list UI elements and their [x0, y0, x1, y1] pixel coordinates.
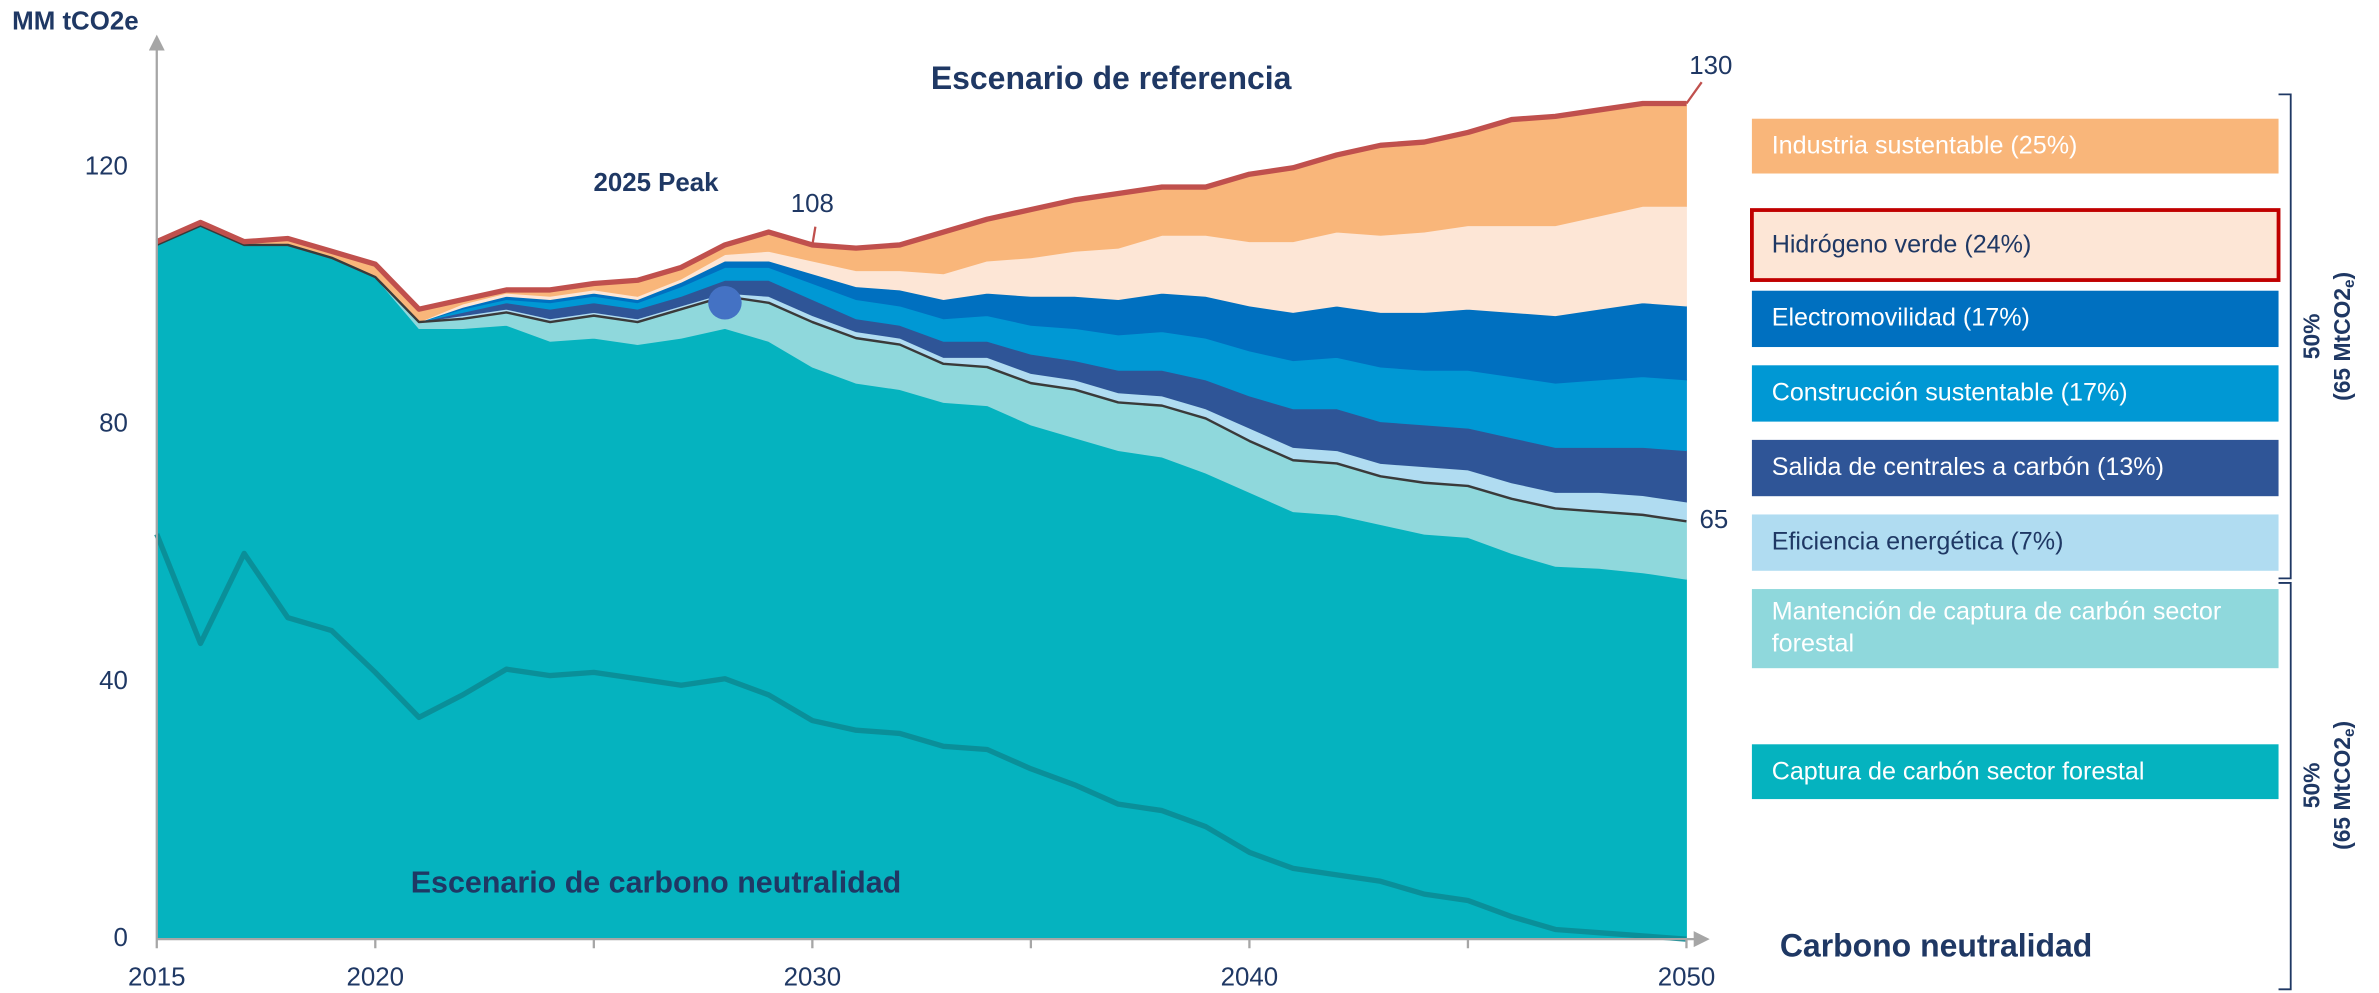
- peak-marker: [708, 286, 742, 320]
- legend-swatch: [1750, 208, 2281, 282]
- bracket-pct: 50%: [2299, 763, 2325, 809]
- legend-swatch: [1751, 744, 2279, 800]
- annotation-leader: [1685, 81, 1703, 105]
- legend-label: Hidrógeno verde (24%): [1771, 230, 2032, 258]
- legend-label: Captura de carbón sector forestal: [1771, 757, 2145, 785]
- series-line: [155, 100, 1687, 312]
- legend-item: Mantención de captura de carbón sector f…: [1771, 598, 2222, 658]
- legend-label: Industria sustentable (25%): [1771, 131, 2078, 160]
- x-tick-label: 2050: [1658, 964, 1716, 992]
- plot-area: [154, 100, 1687, 942]
- bracket-amount-sub: e: [2341, 279, 2358, 287]
- bracket-amount: (65 MtCO2e): [2329, 721, 2358, 850]
- chart-title: Escenario de referencia: [931, 60, 1292, 96]
- legend-swatch: [1751, 118, 2279, 174]
- bracket-pct: 50%: [2299, 314, 2325, 360]
- bracket: [2278, 582, 2292, 991]
- legend-item: Industria sustentable (25%): [1771, 131, 2078, 160]
- legend-swatch: [1751, 514, 2279, 571]
- legend-label: Mantención de captura de carbón sector f…: [1771, 598, 2222, 658]
- y-tick-label: 0: [113, 924, 127, 952]
- legend-item: Construcción sustentable (17%): [1771, 378, 2128, 407]
- legend-label: Salida de centrales a carbón (13%): [1771, 453, 2164, 481]
- y-axis-label: MM tCO2e: [12, 8, 138, 36]
- legend-label: Construcción sustentable (17%): [1771, 378, 2128, 407]
- y-tick-label: 40: [99, 667, 128, 695]
- legend-swatch: [1751, 589, 2279, 669]
- annotation: 130: [1689, 52, 1732, 80]
- annotation-leader: [811, 226, 817, 246]
- x-tick-label: 2015: [128, 964, 186, 992]
- end-label: Carbono neutralidad: [1780, 928, 2092, 964]
- legend-item: Captura de carbón sector forestal: [1771, 757, 2145, 785]
- legend-swatch: [1751, 365, 2279, 422]
- bracket-amount: (65 MtCO2e): [2329, 272, 2358, 401]
- legend-item: Electromovilidad (17%): [1771, 304, 2030, 332]
- annotation: 108: [791, 190, 834, 218]
- x-tick-label: 2040: [1221, 964, 1279, 992]
- x-tick-label: 2030: [784, 964, 842, 992]
- legend-item: Eficiencia energética (7%): [1771, 528, 2064, 556]
- legend-swatch: [1751, 439, 2279, 497]
- y-tick-label: 80: [99, 410, 128, 438]
- annotation: 65: [1699, 506, 1728, 534]
- bracket: [2278, 93, 2292, 580]
- bracket-amount-close: ): [2329, 721, 2355, 729]
- y-tick-label: 120: [85, 153, 128, 181]
- series-line: [154, 533, 1687, 942]
- x-tick-label: 2020: [347, 964, 405, 992]
- bracket-amount-sub: e: [2341, 729, 2358, 737]
- legend: Industria sustentable (25%) Hidrógeno ver…: [1750, 118, 2281, 800]
- legend-item: Salida de centrales a carbón (13%): [1771, 453, 2164, 481]
- legend-item: Hidrógeno verde (24%): [1771, 230, 2032, 258]
- legend-label: Electromovilidad (17%): [1771, 304, 2030, 332]
- peak-label: 2025 Peak: [593, 169, 719, 197]
- bracket-label: 50% (65 MtCO2e): [2299, 721, 2359, 850]
- bracket-amount-close: ): [2329, 272, 2355, 280]
- series-line: [156, 224, 1687, 523]
- bracket-amount-text: (65 MtCO2: [2329, 288, 2355, 401]
- chart-subtitle: Escenario de carbono neutralidad: [411, 865, 902, 899]
- bracket-amount-text: (65 MtCO2: [2329, 737, 2355, 850]
- bracket-label: 50% (65 MtCO2e): [2299, 272, 2359, 401]
- legend-swatch: [1751, 290, 2279, 348]
- legend-label: Eficiencia energética (7%): [1771, 528, 2064, 556]
